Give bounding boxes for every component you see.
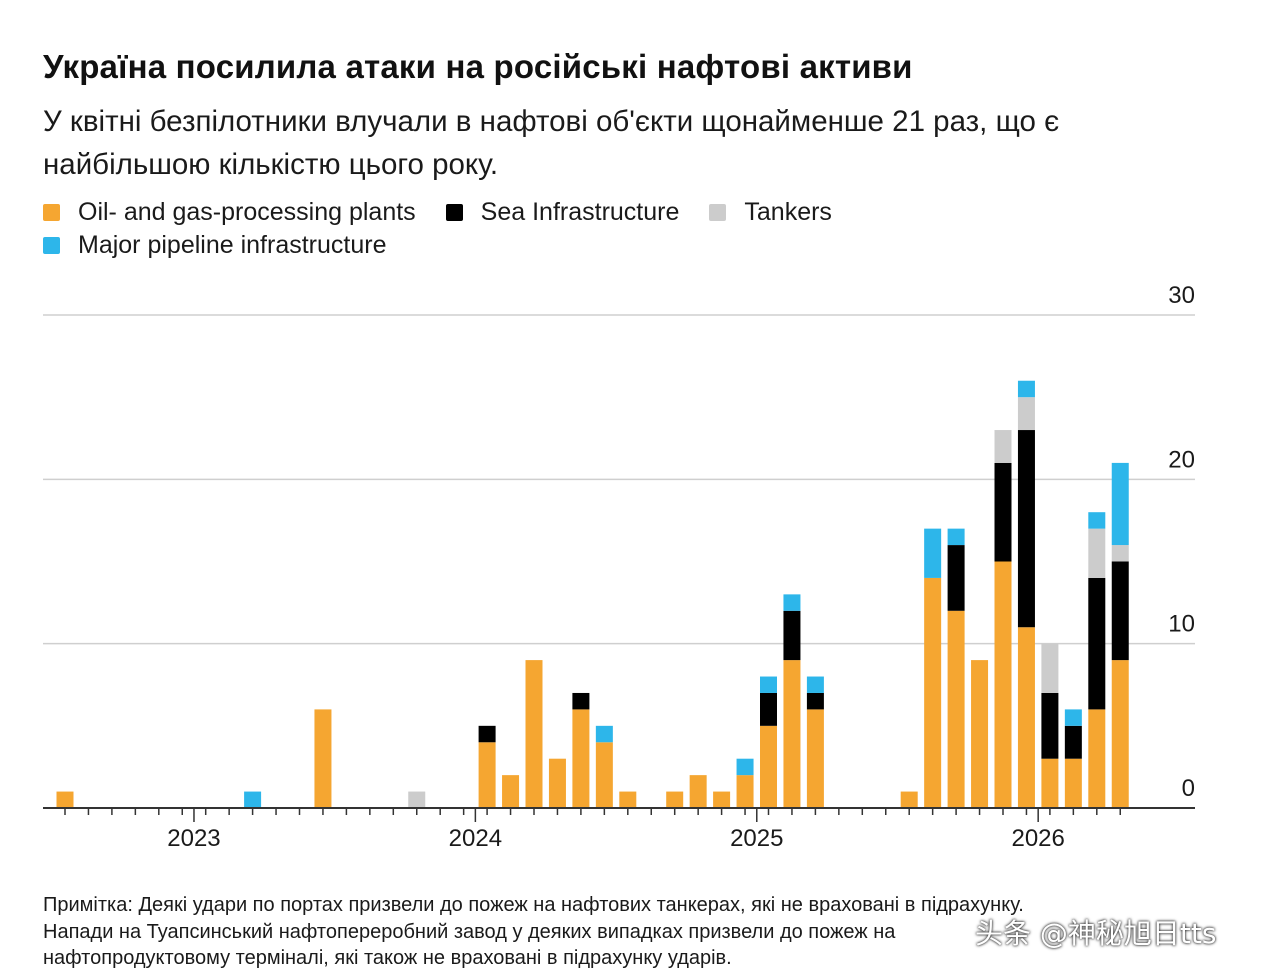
bar-2025-09-series-0 [947, 610, 965, 808]
x-tick-label-2023: 2023 [167, 825, 220, 852]
bar-2023-03-series-3 [244, 791, 262, 808]
bar-2025-02-series-3 [783, 594, 801, 611]
bar-2025-09-series-3 [947, 528, 965, 546]
legend-swatch-major-pipeline [43, 237, 60, 254]
bar-2025-09-series-1 [947, 545, 965, 611]
bar-2025-02-series-0 [783, 660, 801, 808]
bar-2025-11-series-1 [994, 462, 1012, 562]
bar-2026-04-series-0 [1111, 660, 1129, 808]
bar-2025-12-series-1 [1017, 430, 1035, 628]
bar-2024-11-series-0 [713, 791, 731, 808]
bar-2026-04-series-3 [1111, 462, 1129, 546]
x-tick-label-2025: 2025 [730, 825, 783, 852]
bar-2024-05-series-0 [572, 709, 590, 808]
bar-2026-02-series-0 [1064, 758, 1082, 808]
legend-row-1: Oil- and gas-processing plants Sea Infra… [43, 196, 1223, 229]
y-tick-label-10: 10 [1168, 611, 1195, 638]
bar-2025-11-series-2 [994, 430, 1012, 463]
bar-2025-03-series-1 [806, 692, 824, 710]
bar-2024-09-series-0 [666, 791, 684, 808]
bar-2026-03-series-2 [1088, 528, 1106, 578]
bar-2025-03-series-0 [806, 709, 824, 808]
bar-2024-01-series-0 [478, 742, 496, 808]
stacked-bar-chart: 0 10 20 30 2023 2024 2025 2026 [43, 282, 1195, 852]
bar-2024-12-series-3 [736, 758, 754, 776]
bar-2025-07-series-0 [900, 791, 918, 808]
legend-row-2: Major pipeline infrastructure [43, 229, 1223, 262]
bar-2024-10-series-0 [689, 775, 707, 808]
bar-2026-04-series-2 [1111, 545, 1129, 562]
bar-2026-02-series-3 [1064, 709, 1082, 726]
legend-label-sea-infrastructure: Sea Infrastructure [480, 198, 680, 226]
bar-2024-02-series-0 [502, 775, 520, 808]
bar-2024-01-series-1 [478, 725, 496, 743]
footnote-line-3: нафтопродуктовому терміналі, які також н… [43, 947, 732, 969]
legend-swatch-tankers [709, 204, 727, 221]
bar-2025-08-series-3 [924, 528, 942, 578]
bar-2022-07-series-0 [56, 791, 74, 808]
bar-2024-06-series-3 [595, 725, 613, 743]
bar-2026-01-series-0 [1041, 758, 1059, 808]
bar-2025-02-series-1 [783, 610, 801, 661]
footnote-line-1: Примітка: Деякі удари по портах призвели… [43, 894, 1024, 916]
bar-2025-10-series-0 [971, 660, 989, 808]
watermark: 头条 @神秘旭日tts [975, 917, 1217, 950]
bar-2026-03-series-1 [1088, 577, 1106, 710]
footnote-line-2: Напади на Туапсинський нафтопереробний з… [43, 920, 896, 943]
bar-2026-01-series-2 [1041, 643, 1059, 693]
bar-2026-01-series-1 [1041, 692, 1059, 759]
bar-2024-04-series-0 [548, 758, 566, 808]
legend: Oil- and gas-processing plants Sea Infra… [43, 196, 1223, 262]
bar-2023-06-series-0 [314, 709, 332, 808]
legend-item-sea-infrastructure: Sea Infrastructure [445, 198, 680, 227]
legend-label-major-pipeline: Major pipeline infrastructure [78, 231, 387, 259]
legend-item-major-pipeline: Major pipeline infrastructure [43, 231, 386, 260]
bar-2025-01-series-3 [760, 676, 777, 693]
bar-2025-03-series-3 [806, 676, 824, 693]
bar-2025-01-series-0 [760, 725, 777, 808]
y-tick-label-0: 0 [1182, 775, 1195, 802]
bar-2026-03-series-3 [1088, 512, 1106, 529]
chart-title: Україна посилила атаки на російські нафт… [43, 48, 913, 85]
bar-2025-01-series-1 [760, 692, 777, 726]
bar-2024-05-series-1 [572, 692, 590, 710]
bar-2026-04-series-1 [1111, 561, 1129, 661]
footnote: Примітка: Деякі удари по портах призвели… [43, 892, 1243, 972]
legend-swatch-sea-infrastructure [445, 204, 463, 221]
bar-2023-10-series-2 [408, 791, 426, 808]
legend-label-oil-gas-plants: Oil- and gas-processing plants [78, 198, 416, 226]
bar-2025-12-series-3 [1017, 380, 1035, 398]
y-tick-label-30: 30 [1168, 282, 1195, 309]
x-tick-label-2026: 2026 [1011, 825, 1064, 852]
chart-subtitle: У квітні безпілотники влучали в нафтові … [43, 105, 1060, 181]
bar-2024-12-series-0 [736, 775, 754, 808]
bar-2026-02-series-1 [1064, 725, 1082, 759]
legend-swatch-oil-gas-plants [43, 204, 60, 221]
bar-2025-11-series-0 [994, 561, 1012, 808]
bar-2024-03-series-0 [525, 660, 543, 808]
bar-2025-12-series-0 [1017, 627, 1035, 808]
y-tick-label-20: 20 [1168, 446, 1195, 473]
bar-2024-06-series-0 [595, 742, 613, 808]
legend-label-tankers: Tankers [744, 198, 832, 226]
bar-2026-03-series-0 [1088, 709, 1106, 808]
bar-2025-08-series-0 [924, 577, 942, 808]
legend-item-oil-gas-plants: Oil- and gas-processing plants [43, 198, 416, 227]
bar-2025-12-series-2 [1017, 397, 1035, 431]
legend-item-tankers: Tankers [709, 198, 832, 227]
bar-2024-07-series-0 [619, 791, 637, 808]
x-tick-label-2024: 2024 [449, 825, 502, 852]
